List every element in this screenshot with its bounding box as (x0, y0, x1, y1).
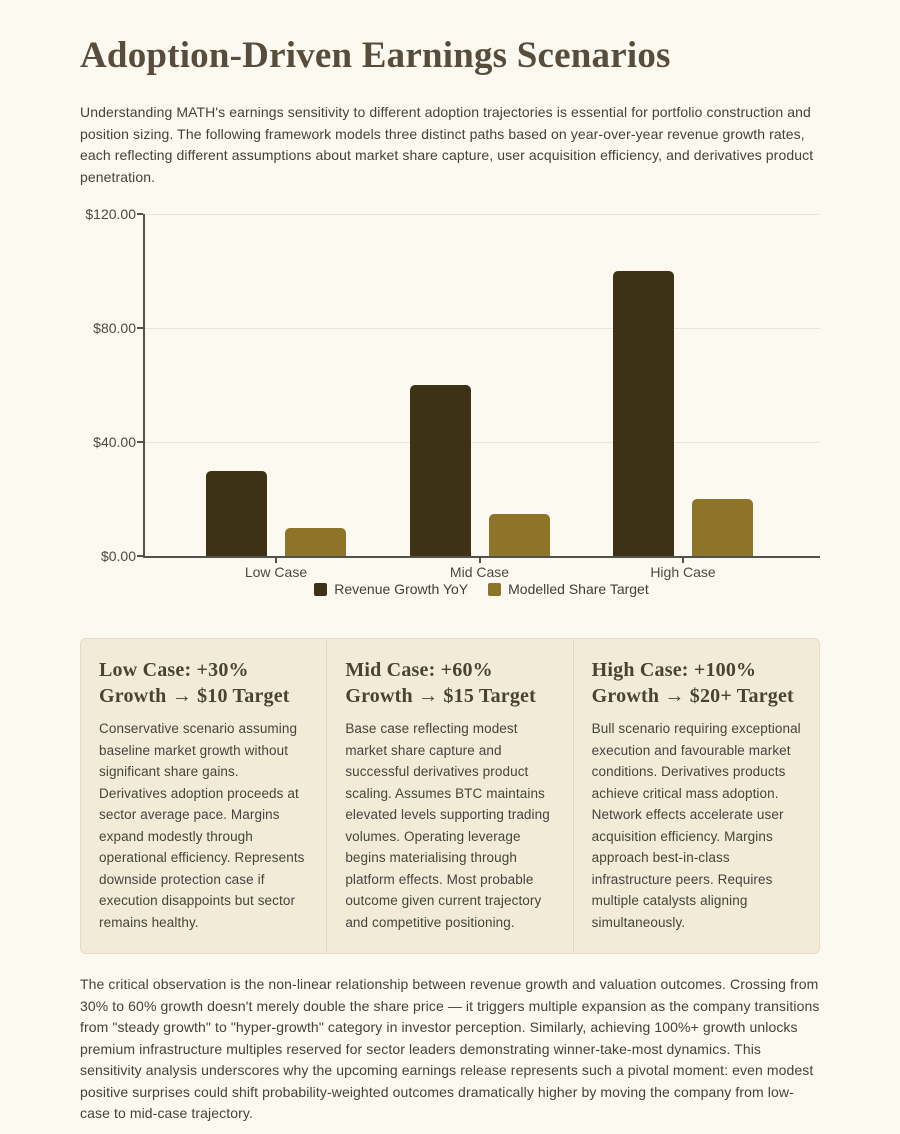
y-axis-line (143, 214, 145, 559)
x-axis-tick (275, 558, 277, 564)
y-axis-tick (137, 555, 143, 558)
intro-paragraph: Understanding MATH's earnings sensitivit… (80, 104, 814, 185)
card-body-mid: Base case reflecting modest market share… (345, 721, 550, 930)
y-axis-tick (137, 213, 143, 216)
bar-modelled-share-target (488, 513, 550, 557)
gridline (143, 328, 820, 330)
gridline (143, 442, 820, 444)
bar-modelled-share-target (692, 499, 753, 557)
gridline (143, 214, 820, 216)
closing-paragraph: The critical observation is the non-line… (80, 976, 820, 1122)
x-axis-tick (682, 558, 684, 564)
scenario-cards: Low Case: +30% Growth → $10 Target Conse… (80, 638, 820, 955)
bar-revenue-growth (613, 271, 674, 557)
y-axis-tick-label: $120.00 (85, 206, 136, 223)
legend-item: Modelled Share Target (488, 581, 649, 597)
y-axis-tick (137, 441, 143, 444)
legend-label: Revenue Growth YoY (334, 581, 469, 598)
bar-revenue-growth (409, 385, 471, 557)
bar-modelled-share-target (285, 527, 346, 557)
legend-swatch-icon (488, 582, 502, 596)
x-axis-line (143, 556, 820, 559)
x-axis-category-label: High Case (650, 564, 716, 581)
bar-revenue-growth (206, 470, 267, 557)
x-axis-category-label: Mid Case (449, 564, 510, 581)
card-title-low: Low Case: +30% Growth → $10 Target (99, 659, 290, 708)
card-body-high: Bull scenario requiring exceptional exec… (591, 721, 801, 930)
x-axis-category-label: Low Case (244, 564, 308, 581)
y-axis-tick (137, 327, 143, 330)
scenario-card-high: High Case: +100% Growth → $20+ Target Bu… (572, 639, 819, 954)
scenario-card-low: Low Case: +30% Growth → $10 Target Conse… (81, 639, 326, 953)
earnings-scenarios-chart: $0.00 $40.00 $80.00 $120.00 Low Case Mid Case… (80, 206, 820, 604)
page-title: Adoption-Driven Earnings Scenarios (80, 35, 671, 76)
chart-legend: Revenue Growth YoY Modelled Share Target (143, 581, 820, 597)
y-axis-tick-label: $0.00 (100, 548, 136, 565)
card-title-mid: Mid Case: +60% Growth → $15 Target (345, 659, 536, 708)
card-title-high: High Case: +100% Growth → $20+ Target (591, 659, 794, 708)
y-axis-tick-label: $80.00 (93, 320, 136, 337)
x-axis-tick (478, 558, 481, 564)
legend-label: Modelled Share Target (508, 581, 649, 598)
y-axis-tick-label: $40.00 (93, 434, 136, 451)
legend-swatch-icon (314, 582, 328, 596)
card-body-low: Conservative scenario assuming baseline … (99, 721, 305, 930)
scenario-card-mid: Mid Case: +60% Growth → $15 Target Base … (326, 639, 572, 954)
legend-item: Revenue Growth YoY (314, 581, 468, 597)
